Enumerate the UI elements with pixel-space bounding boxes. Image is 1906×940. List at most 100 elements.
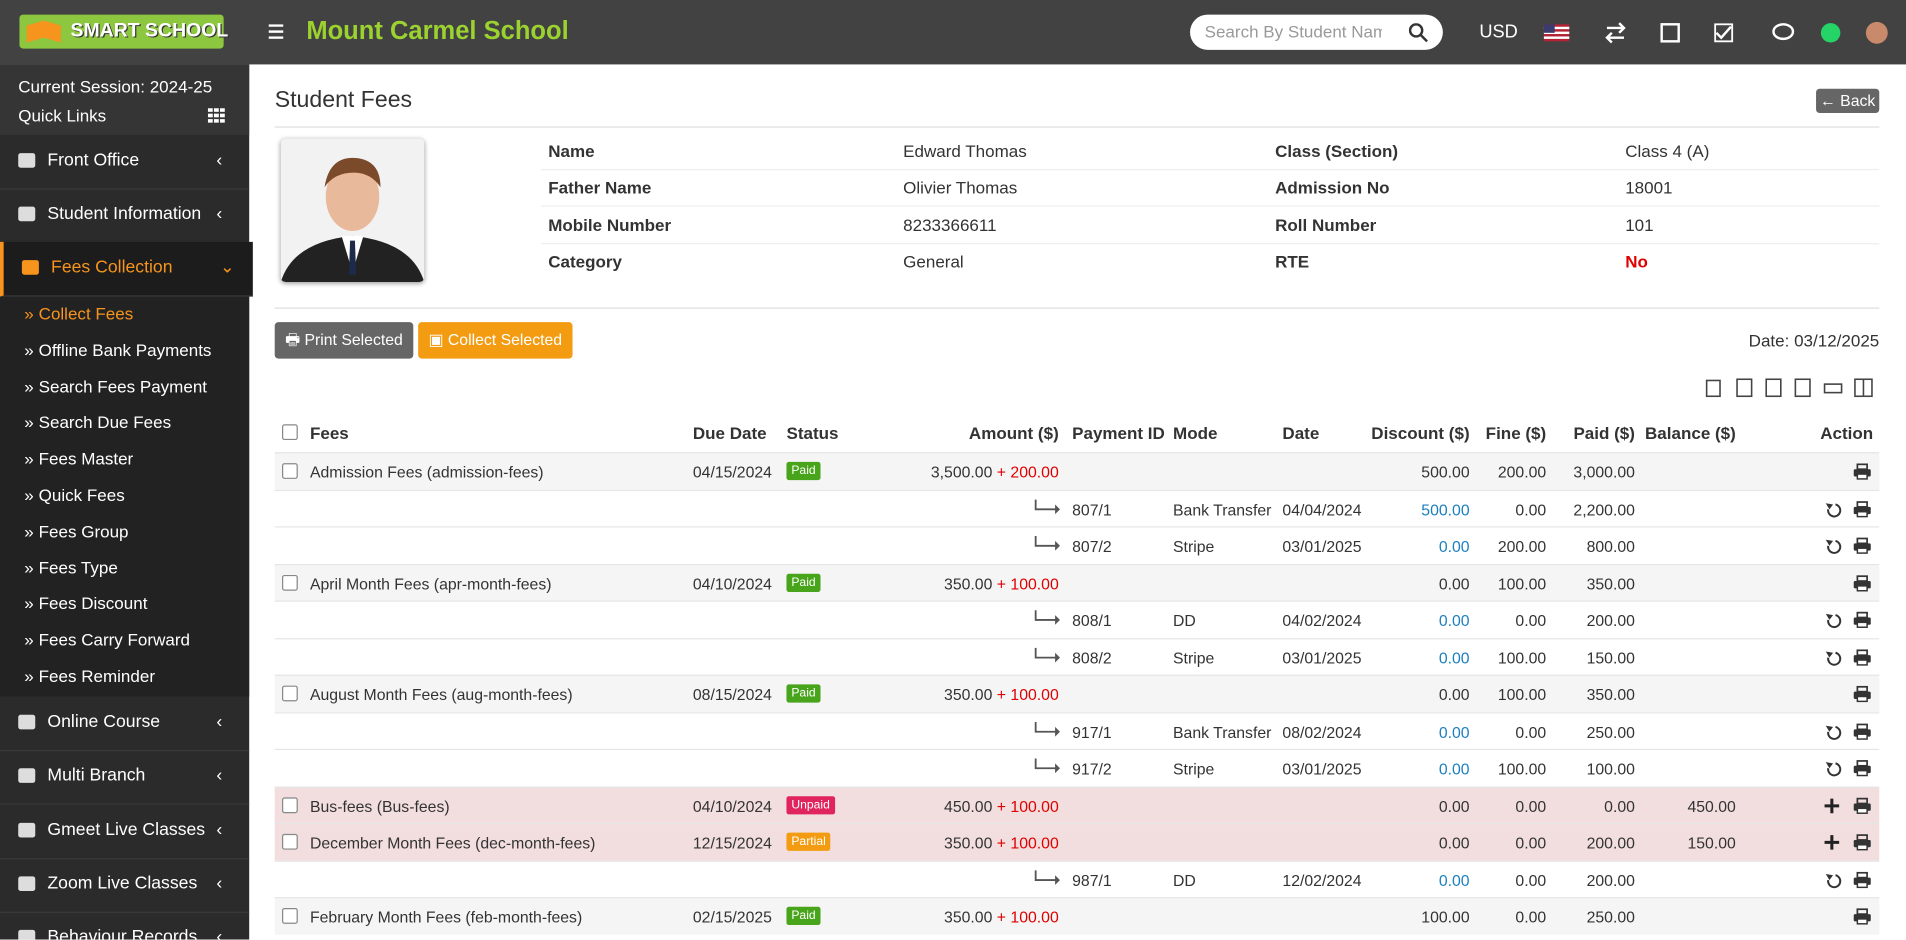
actions[interactable] bbox=[1823, 721, 1872, 744]
actions[interactable] bbox=[1853, 573, 1872, 596]
fee-row: August Month Fees (aug-month-fees) 08/15/… bbox=[274, 674, 1880, 713]
actions[interactable] bbox=[1823, 833, 1872, 856]
menu-item[interactable]: Online Course ‹ bbox=[0, 697, 250, 752]
amount-value: 350.00 bbox=[944, 685, 993, 704]
submenu-item[interactable]: » Offline Bank Payments bbox=[24, 340, 211, 359]
submenu-item[interactable]: » Quick Fees bbox=[24, 485, 124, 504]
payment-row: 808/2 Stripe 03/01/2025 0.00 100.00 150.00 bbox=[274, 637, 1880, 676]
currency[interactable]: USD bbox=[1479, 21, 1518, 43]
info-label: Father Name bbox=[548, 177, 652, 198]
submenu-item[interactable]: » Fees Master bbox=[24, 449, 133, 468]
actions[interactable] bbox=[1853, 907, 1872, 930]
payment-mode: Stripe bbox=[1173, 648, 1215, 667]
actions[interactable] bbox=[1823, 610, 1872, 633]
status-badge: Partial bbox=[786, 832, 831, 851]
discount: 0.00 bbox=[1438, 796, 1470, 816]
logo-text: SMART SCHOOL bbox=[70, 20, 229, 42]
header-checkbox[interactable] bbox=[282, 424, 298, 441]
fine: 200.00 bbox=[1497, 537, 1547, 556]
quick-links[interactable]: Quick Links bbox=[18, 105, 107, 126]
payment-row: 807/1 Bank Transfer 04/04/2024 500.00 0.00 2,… bbox=[274, 489, 1880, 527]
info-divider bbox=[540, 205, 1880, 208]
row-checkbox[interactable] bbox=[282, 796, 298, 813]
sub-arrow bbox=[1033, 609, 1062, 630]
submenu-arrow: » bbox=[24, 557, 34, 577]
actions[interactable] bbox=[1853, 684, 1872, 707]
fee-row: December Month Fees (dec-month-fees) 12/1… bbox=[274, 822, 1880, 861]
payment-row: 808/1 DD 04/02/2024 0.00 0.00 200.00 bbox=[274, 600, 1880, 638]
submenu-item[interactable]: » Fees Carry Forward bbox=[24, 630, 190, 649]
submenu-item[interactable]: » Fees Discount bbox=[24, 594, 147, 613]
fine-added: + 100.00 bbox=[996, 908, 1059, 927]
submenu-label: Fees Type bbox=[38, 557, 118, 577]
menu-item[interactable]: Gmeet Live Classes ‹ bbox=[0, 804, 250, 859]
submenu-item[interactable]: » Search Fees Payment bbox=[24, 376, 207, 395]
submenu-item[interactable]: » Collect Fees bbox=[24, 304, 133, 323]
actions[interactable] bbox=[1853, 462, 1872, 485]
actions[interactable] bbox=[1823, 759, 1872, 782]
current-session: Current Session: 2024-25 bbox=[18, 76, 213, 97]
menu-icon bbox=[18, 714, 36, 730]
info-value: 18001 bbox=[1625, 177, 1673, 198]
payment-id: 987/1 bbox=[1072, 870, 1112, 890]
payment-mode: Stripe bbox=[1173, 759, 1215, 778]
menu-item[interactable]: Student Information ‹ bbox=[0, 188, 250, 244]
payment-date: 08/02/2024 bbox=[1282, 722, 1362, 741]
status-badge: Unpaid bbox=[786, 795, 835, 814]
discount: 0.00 bbox=[1438, 648, 1470, 667]
actions[interactable] bbox=[1823, 536, 1872, 559]
payment-mode: DD bbox=[1173, 611, 1196, 630]
menu-item[interactable]: Multi Branch ‹ bbox=[0, 750, 250, 806]
menu-item[interactable]: Fees Collection ⌄ bbox=[0, 241, 253, 297]
print-selected-button[interactable]: 🖶 Print Selected bbox=[274, 322, 414, 359]
actions[interactable] bbox=[1823, 870, 1872, 893]
submenu-arrow: » bbox=[24, 521, 34, 541]
column-header: Balance ($) bbox=[1645, 423, 1736, 443]
submenu-label: Fees Master bbox=[38, 448, 134, 469]
submenu-item[interactable]: » Search Due Fees bbox=[24, 413, 171, 432]
submenu-item[interactable]: » Fees Group bbox=[24, 521, 128, 540]
balance: 150.00 bbox=[1687, 833, 1736, 853]
fine: 0.00 bbox=[1515, 796, 1547, 816]
paid: 200.00 bbox=[1586, 870, 1635, 890]
row-checkbox[interactable] bbox=[282, 685, 298, 702]
menu-item[interactable]: Behaviour Records ‹ bbox=[0, 912, 249, 940]
due-date: 04/10/2024 bbox=[692, 574, 772, 593]
back-button[interactable]: ← Back bbox=[1816, 88, 1880, 114]
paid: 250.00 bbox=[1586, 722, 1635, 741]
submenu-label: Collect Fees bbox=[38, 303, 134, 324]
menu-toggle[interactable] bbox=[268, 24, 286, 39]
row-checkbox[interactable] bbox=[282, 908, 298, 924]
menu-item[interactable]: Zoom Live Classes ‹ bbox=[0, 858, 250, 913]
submenu-label: Fees Group bbox=[38, 521, 129, 541]
actions[interactable] bbox=[1823, 499, 1872, 522]
info-value: Olivier Thomas bbox=[903, 177, 1018, 198]
fee-name: December Month Fees (dec-month-fees) bbox=[309, 833, 596, 853]
menu-label: Student Information bbox=[47, 204, 202, 224]
logo[interactable]: SMART SCHOOL bbox=[19, 14, 228, 49]
collect-selected-button[interactable]: ▣ Collect Selected bbox=[418, 322, 573, 359]
row-checkbox[interactable] bbox=[282, 463, 298, 479]
submenu-arrow: » bbox=[24, 376, 34, 396]
payment-date: 03/01/2025 bbox=[1282, 648, 1362, 667]
payment-mode: Bank Transfer bbox=[1173, 722, 1272, 741]
discount: 0.00 bbox=[1438, 833, 1470, 853]
menu-label: Zoom Live Classes bbox=[47, 873, 198, 894]
fee-row: Admission Fees (admission-fees) 04/15/202… bbox=[274, 452, 1880, 490]
fine-added: + 100.00 bbox=[996, 796, 1059, 816]
fee-name: Admission Fees (admission-fees) bbox=[309, 463, 544, 482]
search-box[interactable]: Search By Student Name bbox=[1190, 14, 1443, 50]
row-checkbox[interactable] bbox=[282, 574, 298, 591]
column-header: Amount ($) bbox=[968, 423, 1059, 443]
submenu-item[interactable]: » Fees Reminder bbox=[24, 666, 155, 685]
row-checkbox[interactable] bbox=[282, 833, 298, 850]
menu-icon bbox=[18, 930, 36, 940]
actions[interactable] bbox=[1823, 796, 1872, 819]
column-header: Paid ($) bbox=[1573, 423, 1635, 443]
submenu-item[interactable]: » Fees Type bbox=[24, 557, 118, 576]
header-icons bbox=[1543, 21, 1888, 44]
school-name: Mount Carmel School bbox=[306, 17, 569, 45]
menu-item[interactable]: Front Office ‹ bbox=[0, 135, 250, 190]
amount: 350.00 + 100.00 bbox=[944, 574, 1059, 592]
actions[interactable] bbox=[1823, 647, 1872, 670]
